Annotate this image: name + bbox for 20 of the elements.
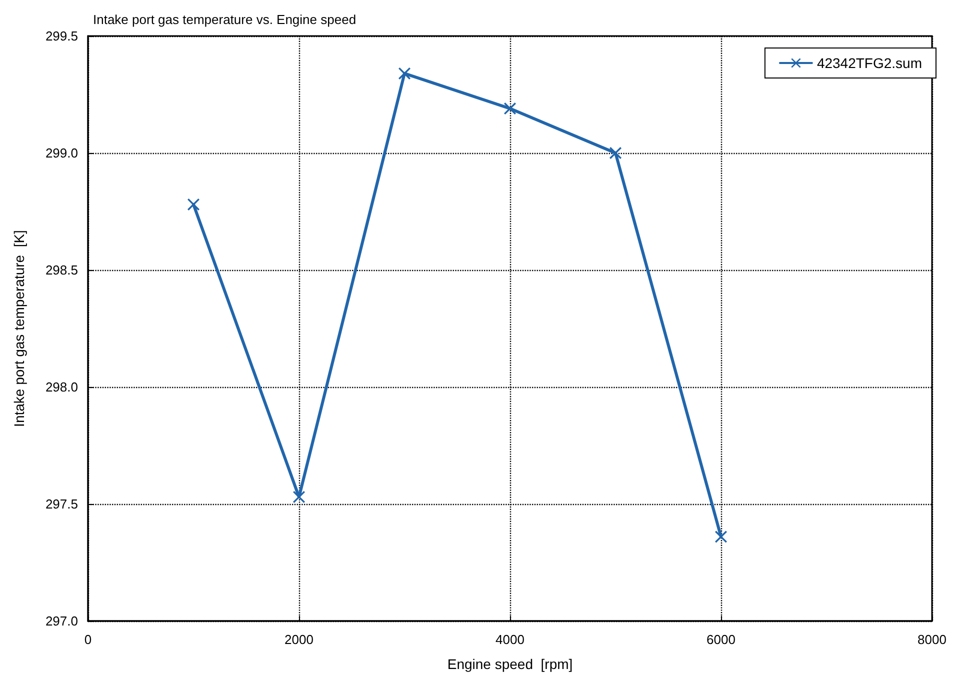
y-tick-label: 297.0 bbox=[45, 614, 78, 628]
x-tick-label: 6000 bbox=[706, 632, 736, 647]
legend-label: 42342TFG2.sum bbox=[816, 55, 922, 71]
x-tick-label: 4000 bbox=[496, 632, 524, 647]
point bbox=[610, 147, 622, 159]
y-tick-label: 298.0 bbox=[45, 380, 78, 394]
y-tick-label: 298.5 bbox=[45, 262, 78, 278]
point bbox=[398, 67, 410, 80]
chart-title: Intake port gas temperature vs. Engine speed bbox=[93, 12, 356, 27]
x-tick-label: 2000 bbox=[284, 632, 314, 647]
y-tick-label: 299.0 bbox=[45, 146, 78, 160]
point bbox=[293, 490, 305, 503]
x-axis-title: Engine speed [rpm] bbox=[447, 656, 573, 672]
y-tick-label: 299.5 bbox=[45, 28, 78, 44]
x-tick-label: 0 bbox=[84, 632, 92, 647]
point bbox=[504, 102, 516, 115]
y-tick-label: 297.5 bbox=[45, 496, 78, 512]
x-tick-label: 8000 bbox=[918, 632, 946, 647]
point bbox=[188, 198, 200, 210]
y-axis-title: Intake port gas temperature [K] bbox=[11, 230, 27, 427]
